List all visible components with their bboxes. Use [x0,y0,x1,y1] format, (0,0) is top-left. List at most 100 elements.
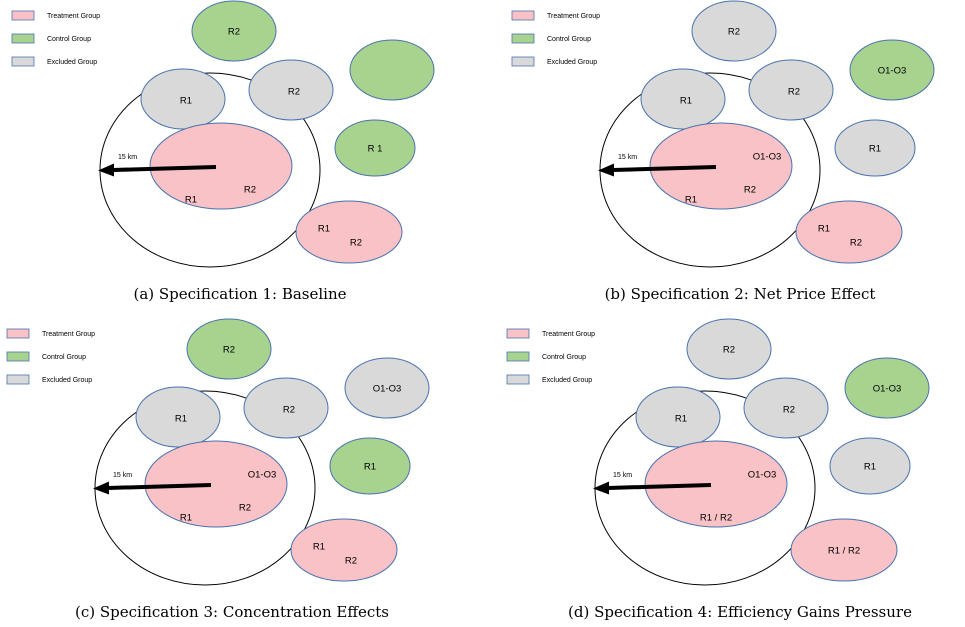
region-ellipse-control [186,318,272,380]
panel-d: Treatment Group Control Group Excluded Gro… [506,318,930,586]
region-ellipse-treatment [790,518,898,582]
region-ellipse-control [191,0,277,62]
region-ellipse-treatment [290,518,398,582]
radius-label: 15 km [113,472,132,479]
panel-caption: (d) Specification 4: Efficiency Gains Pr… [568,603,912,621]
region-ellipse-excluded [834,119,916,177]
region-ellipse-excluded [748,59,834,121]
radius-arrow-shaft [112,165,217,172]
legend-swatch-excluded [506,374,530,385]
region-label: R2 [850,238,862,249]
panel-caption: (a) Specification 1: Baseline [133,285,346,303]
region-label: R1 [675,414,687,425]
region-ellipse-control [844,357,930,419]
region-ellipse-control [849,39,935,101]
legend-label-control: Control Group [547,36,591,43]
radius-arrow-head [98,163,114,177]
radius-arrow-shaft [612,165,717,172]
region-label: O1-O3 [373,384,402,395]
legend-swatch-treatment [506,328,530,339]
region-ellipse-excluded [140,68,226,130]
region-label: O1-O3 [748,470,777,481]
radius-arrow-head [593,481,609,495]
radius-arrow-head [93,481,109,495]
panel-b: Treatment Group Control Group Excluded Gro… [511,0,935,268]
region-ellipse-control [349,39,435,101]
region-ellipse-excluded [248,59,334,121]
region-ellipse-excluded [686,318,772,380]
radius-arrow-head [598,163,614,177]
region-label: R1 [175,414,187,425]
legend-swatch-control [511,33,535,44]
legend-label-excluded: Excluded Group [47,59,97,66]
region-label: R1 [180,513,192,524]
legend-label-treatment: Treatment Group [542,331,595,338]
region-label: R2 [783,405,795,416]
region-label: R2 [283,405,295,416]
legend-label-control: Control Group [542,354,586,361]
legend-label-excluded: Excluded Group [42,377,92,384]
region-label: R2 [728,27,740,38]
region-label: R1 [869,144,881,155]
region-label: R2 [239,503,251,514]
region-label: R2 [350,238,362,249]
region-label: R2 [345,556,357,567]
legend-label-treatment: Treatment Group [42,331,95,338]
region-ellipse-treatment [795,200,903,264]
region-ellipse-excluded [344,357,430,419]
region-ellipse-treatment [644,440,788,528]
region-label: O1-O3 [878,66,907,77]
region-label: R1 [364,462,376,473]
radius-arrow-shaft [607,483,712,490]
region-ellipse-excluded [743,377,829,439]
region-label: R 1 [368,144,383,155]
legend-swatch-treatment [6,328,30,339]
region-label: R1 [185,195,197,206]
panel-c: Treatment Group Control Group Excluded Gro… [6,318,430,586]
region-label: R2 [244,185,256,196]
region-label: R2 [788,87,800,98]
region-label: R1 [313,542,325,553]
legend-label-excluded: Excluded Group [547,59,597,66]
legend-label-control: Control Group [47,36,91,43]
region-label: R1 [318,224,330,235]
legend-swatch-treatment [11,10,35,21]
region-ellipse-treatment [149,122,293,210]
region-label: O1-O3 [248,470,277,481]
region-label: R1 / R2 [700,513,732,524]
legend-swatch-treatment [511,10,535,21]
region-ellipse-treatment [649,122,793,210]
region-ellipse-control [334,119,416,177]
radius-label: 15 km [618,154,637,161]
region-label: R1 [180,96,192,107]
legend-swatch-control [6,351,30,362]
region-ellipse-excluded [635,386,721,448]
region-label: R2 [744,185,756,196]
legend-swatch-control [506,351,530,362]
radius-label: 15 km [613,472,632,479]
region-label: O1-O3 [873,384,902,395]
region-label: R1 [864,462,876,473]
region-ellipse-treatment [144,440,288,528]
region-ellipse-excluded [135,386,221,448]
region-ellipse-excluded [243,377,329,439]
region-label: R1 [685,195,697,206]
legend-swatch-excluded [6,374,30,385]
region-label: R2 [288,87,300,98]
legend-swatch-control [11,33,35,44]
region-label: O1-O3 [753,152,782,163]
radius-arrow-shaft [107,483,212,490]
radius-label: 15 km [118,154,137,161]
region-label: R1 / R2 [828,546,860,557]
panel-caption: (c) Specification 3: Concentration Effec… [75,603,389,621]
region-ellipse-excluded [829,437,911,495]
region-label: R2 [228,27,240,38]
region-ellipse-treatment [295,200,403,264]
region-ellipse-control [329,437,411,495]
region-ellipse-excluded [691,0,777,62]
region-label: R1 [680,96,692,107]
panel-a: Treatment Group Control Group Excluded Gro… [11,0,435,268]
region-ellipse-excluded [640,68,726,130]
region-label: R2 [723,345,735,356]
